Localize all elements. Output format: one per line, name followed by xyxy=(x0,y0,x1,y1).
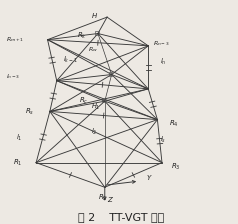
Text: $l_{k-1}$: $l_{k-1}$ xyxy=(63,55,77,65)
Text: 图 2    TT-VGT 机构: 图 2 TT-VGT 机构 xyxy=(78,212,164,222)
Text: $R_2$: $R_2$ xyxy=(98,192,107,203)
Text: $R_{n-3}$: $R_{n-3}$ xyxy=(153,39,170,48)
Text: $R_3$: $R_3$ xyxy=(171,162,181,172)
Text: $Z$: $Z$ xyxy=(107,195,114,204)
Text: $H$: $H$ xyxy=(91,11,98,19)
Text: $l_2$: $l_2$ xyxy=(91,127,97,137)
Text: $l_{n-3}$: $l_{n-3}$ xyxy=(6,72,20,81)
Text: $l_1$: $l_1$ xyxy=(16,133,22,143)
Text: $l_n$: $l_n$ xyxy=(160,57,166,67)
Text: $Y$: $Y$ xyxy=(146,172,153,181)
Text: $l_s$: $l_s$ xyxy=(160,135,166,145)
Text: $R_s$: $R_s$ xyxy=(25,106,34,116)
Text: $R_c$: $R_c$ xyxy=(79,96,89,106)
Text: $R_1$: $R_1$ xyxy=(13,157,22,168)
Text: $H_1$: $H_1$ xyxy=(91,102,101,112)
Text: $R_4$: $R_4$ xyxy=(169,119,178,129)
Text: $R_w$: $R_w$ xyxy=(88,45,98,54)
Text: $R_k$: $R_k$ xyxy=(77,30,86,41)
Text: $R_{m+1}$: $R_{m+1}$ xyxy=(6,35,25,44)
